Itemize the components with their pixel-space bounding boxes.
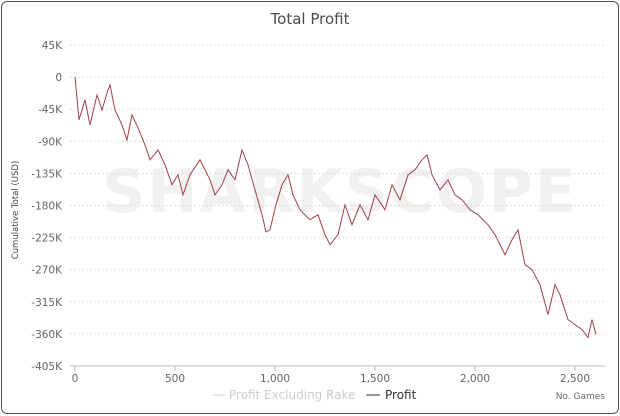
x-tick-label: 500 [165,373,185,385]
y-tick-label: -135K [31,168,63,180]
watermark-logo: SHARKSCOPE [102,157,578,227]
chart-title: Total Profit [270,10,350,28]
x-tick-label: 1,500 [360,373,390,385]
legend-label: Profit [385,388,417,402]
y-tick-label: -180K [31,201,63,213]
x-tick-label: 2,000 [460,373,490,385]
x-axis-label: No. Games [556,392,606,402]
legend-item-profit[interactable]: Profit [366,388,417,402]
y-tick-label: -225K [31,233,63,245]
y-tick-label: -360K [31,329,63,341]
y-tick-label: -315K [31,297,63,309]
x-tick-label: 0 [72,373,79,385]
x-tick-label: 1,000 [260,373,290,385]
y-axis-label: Cumulative Total (USD) [11,161,21,260]
y-tick-label: -405K [31,361,63,373]
y-tick-label: -90K [38,136,63,148]
y-tick-label: 0 [55,72,62,84]
y-tick-label: 45K [42,40,63,52]
y-tick-label: -45K [38,104,63,116]
legend-item-profit-excluding-rake[interactable]: Profit Excluding Rake [213,388,355,402]
series-line-profit [74,77,597,339]
x-tick-label: 2,500 [560,373,590,385]
legend-label: Profit Excluding Rake [229,388,355,402]
y-tick-label: -270K [31,265,63,277]
